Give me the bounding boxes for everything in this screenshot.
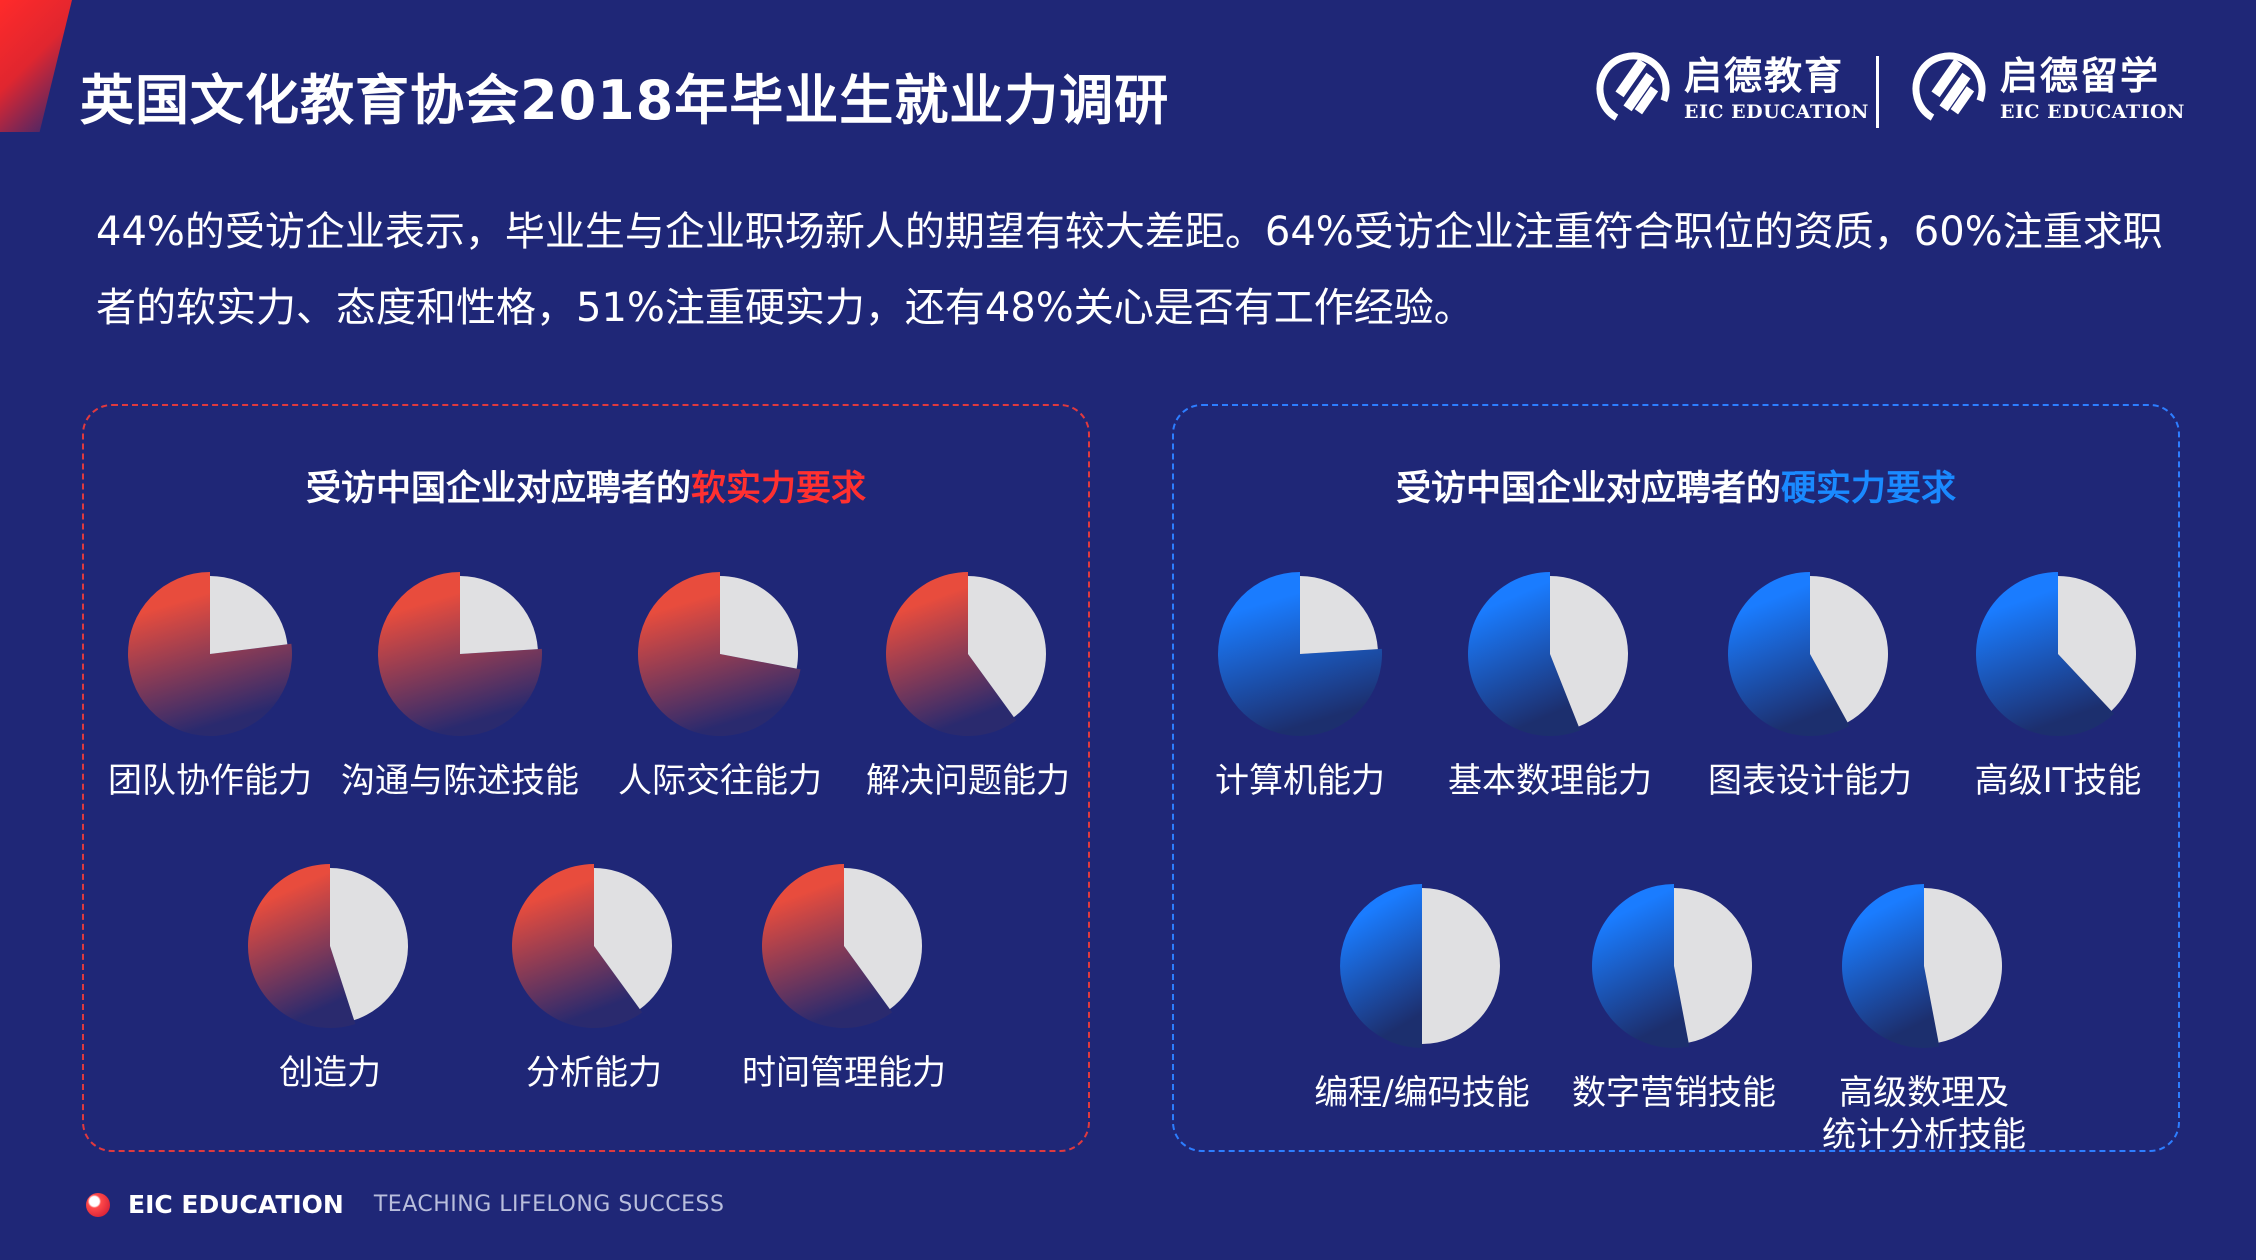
soft-skill-pie <box>885 572 1046 736</box>
hard-skill-pie <box>1976 572 2136 736</box>
hard-pie-remainder-slice <box>2058 576 2136 711</box>
hard-skill-label: 计算机能力 <box>1215 761 1385 801</box>
hard-panel-heading: 受访中国企业对应聘者的硬实力要求 <box>1174 460 2178 511</box>
hard-pie-remainder-slice <box>1422 888 1500 1044</box>
hard-skill-pie <box>1842 884 2002 1048</box>
soft-skill-label: 创造力 <box>279 1053 381 1093</box>
soft-pie-filled-slice <box>511 864 643 1028</box>
soft-skill-label: 解决问题能力 <box>866 761 1070 801</box>
soft-pie-filled-slice <box>247 864 356 1028</box>
soft-skill-item: 分析能力 <box>469 856 719 1094</box>
soft-skill-item: 创造力 <box>205 856 455 1094</box>
page-title: 英国文化教育协会2018年毕业生就业力调研 <box>80 69 1170 132</box>
soft-pie-remainder-slice <box>844 868 922 1010</box>
soft-skill-label: 人际交往能力 <box>618 761 822 801</box>
hard-pie-remainder-slice <box>1550 576 1628 727</box>
soft-skill-pie <box>247 864 408 1028</box>
soft-skill-item: 团队协作能力 <box>85 564 335 802</box>
hard-pie-remainder-slice <box>1300 576 1378 654</box>
hard-pie-remainder-slice <box>1674 888 1752 1043</box>
hard-skill-pie <box>1340 884 1500 1048</box>
soft-pie-remainder-slice <box>968 576 1046 718</box>
brand-divider <box>1876 56 1879 128</box>
soft-pie-filled-slice <box>761 864 893 1028</box>
hard-skill-item: 数字营销技能 <box>1549 876 1799 1114</box>
hard-skills-panel: 受访中国企业对应聘者的硬实力要求 计算机能力 基本数理能力 图表设计能力 高级IT技能… <box>1172 404 2183 1155</box>
soft-skill-label: 分析能力 <box>526 1053 662 1093</box>
hard-pie-filled-slice <box>1728 572 1850 736</box>
brand-eic-education: 启德教育 EIC EDUCATION <box>1596 52 1869 126</box>
soft-skill-pie <box>127 572 292 736</box>
heading-prefix: 受访中国企业对应聘者的 <box>305 469 691 509</box>
soft-skill-item: 时间管理能力 <box>719 856 969 1094</box>
hard-skill-label: 高级数理及 统计分析技能 <box>1822 1073 2026 1155</box>
hard-skill-label: 图表设计能力 <box>1708 761 1912 801</box>
soft-pie-filled-slice <box>885 572 1017 736</box>
hard-skill-item: 计算机能力 <box>1175 564 1425 802</box>
soft-pie-remainder-slice <box>594 868 672 1010</box>
eic-logo-icon <box>1596 52 1670 126</box>
hard-skill-pie <box>1468 572 1628 736</box>
soft-panel-heading: 受访中国企业对应聘者的软实力要求 <box>84 460 1088 511</box>
hard-skill-label: 高级IT技能 <box>1974 761 2142 801</box>
hard-skill-item: 编程/编码技能 <box>1297 876 1547 1114</box>
soft-pie-remainder-slice <box>720 576 798 669</box>
soft-skill-label: 沟通与陈述技能 <box>341 761 579 801</box>
soft-pie-remainder-slice <box>460 576 538 654</box>
hard-pie-filled-slice <box>1592 884 1690 1048</box>
hard-skill-item: 图表设计能力 <box>1685 564 1935 802</box>
corner-accent <box>0 0 72 132</box>
hard-pie-filled-slice <box>1340 884 1422 1048</box>
soft-skill-item: 人际交往能力 <box>595 564 845 802</box>
soft-pie-filled-slice <box>638 572 801 736</box>
hard-skill-item: 高级数理及 统计分析技能 <box>1799 876 2049 1156</box>
soft-skill-label: 团队协作能力 <box>108 761 312 801</box>
soft-skill-item: 沟通与陈述技能 <box>335 564 585 802</box>
hard-pie-filled-slice <box>1468 572 1581 736</box>
hard-skill-label: 基本数理能力 <box>1448 761 1652 801</box>
footer: EIC EDUCATION TEACHING LIFELONG SUCCESS <box>86 1190 724 1219</box>
soft-pie-filled-slice <box>127 572 292 736</box>
brand-cn-name: 启德留学 <box>2000 53 2161 98</box>
soft-skill-pie <box>638 572 801 736</box>
hard-skill-label: 数字营销技能 <box>1572 1073 1776 1113</box>
heading-highlight: 软实力要求 <box>691 469 867 509</box>
soft-skill-item: 解决问题能力 <box>843 564 1093 802</box>
hard-skill-pie <box>1218 572 1382 736</box>
hard-pie-remainder-slice <box>1924 888 2002 1043</box>
brand-eic-study-abroad: 启德留学 EIC EDUCATION <box>1912 52 2185 126</box>
soft-pie-remainder-slice <box>210 576 288 654</box>
summary-text: 44%的受访企业表示，毕业生与企业职场新人的期望有较大差距。64%受访企业注重符… <box>96 209 2163 331</box>
hard-skill-label: 编程/编码技能 <box>1314 1073 1530 1113</box>
soft-skill-pie <box>761 864 922 1028</box>
heading-highlight: 硬实力要求 <box>1781 469 1957 509</box>
hard-skill-pie <box>1592 884 1752 1048</box>
hard-skill-item: 高级IT技能 <box>1933 564 2183 802</box>
soft-pie-remainder-slice <box>330 868 408 1021</box>
soft-skill-pie <box>511 864 672 1028</box>
hard-pie-remainder-slice <box>1810 576 1888 723</box>
brand-en-name: EIC EDUCATION <box>2000 100 2185 123</box>
eic-logo-icon <box>1912 52 1986 126</box>
heading-prefix: 受访中国企业对应聘者的 <box>1395 469 1781 509</box>
soft-skill-pie <box>378 572 542 736</box>
footer-slogan: TEACHING LIFELONG SUCCESS <box>373 1192 725 1217</box>
brand-cn-name: 启德教育 <box>1684 53 1845 98</box>
hard-skill-item: 基本数理能力 <box>1425 564 1675 802</box>
soft-skills-panel: 受访中国企业对应聘者的软实力要求 团队协作能力 沟通与陈述技能 人际交往能力 解决问题… <box>82 404 1090 1152</box>
hard-pie-filled-slice <box>1842 884 1940 1048</box>
hard-pie-filled-slice <box>1976 572 2115 736</box>
soft-skill-label: 时间管理能力 <box>742 1053 946 1093</box>
hard-skill-pie <box>1728 572 1888 736</box>
footer-logo-icon <box>86 1192 110 1217</box>
brand-en-name: EIC EDUCATION <box>1684 100 1869 123</box>
footer-brand: EIC EDUCATION <box>128 1190 344 1219</box>
